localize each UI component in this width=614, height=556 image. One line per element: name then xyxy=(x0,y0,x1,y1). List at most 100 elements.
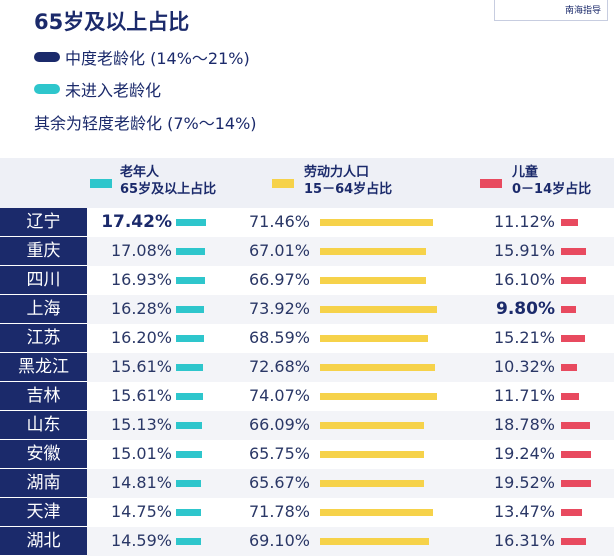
elderly-bar xyxy=(176,248,205,255)
col-header-children: 儿童 0－14岁占比 xyxy=(512,164,591,198)
province-label: 辽宁 xyxy=(0,208,87,237)
province-label: 天津 xyxy=(0,498,87,527)
table-row: 山东 15.13% 66.09% 18.78% xyxy=(0,411,614,440)
elderly-bar xyxy=(176,219,206,226)
province-label: 山东 xyxy=(0,411,87,440)
children-bar xyxy=(561,538,586,545)
children-bar xyxy=(561,248,586,255)
children-bar xyxy=(561,422,590,429)
children-value-label: 15.91% xyxy=(493,241,555,260)
col-header-labor-line1: 劳动力人口 xyxy=(304,165,370,180)
province-label: 上海 xyxy=(0,295,87,324)
table-row: 黑龙江 15.61% 72.68% 10.32% xyxy=(0,353,614,382)
elderly-value-label: 16.20% xyxy=(110,328,172,347)
elderly-bar xyxy=(176,422,202,429)
page-title: 65岁及以上占比 xyxy=(34,10,190,34)
legend-swatch-dark xyxy=(34,52,60,62)
children-bar xyxy=(561,364,577,371)
logo: 南海指导 xyxy=(494,0,608,21)
col-header-children-line1: 儿童 xyxy=(512,165,539,180)
table-row: 辽宁 17.42% 71.46% 11.12% xyxy=(0,208,614,237)
children-value-label: 13.47% xyxy=(493,502,555,521)
labor-bar xyxy=(320,306,437,313)
labor-value-label: 68.59% xyxy=(248,328,310,347)
labor-value-label: 71.46% xyxy=(248,212,310,231)
col-header-elderly-line1: 老年人 xyxy=(120,165,160,180)
elderly-value-label: 14.59% xyxy=(110,531,172,550)
elderly-bar xyxy=(176,277,205,284)
children-value-label: 10.32% xyxy=(493,357,555,376)
col-header-children-line2: 0－14岁占比 xyxy=(512,182,592,197)
labor-bar xyxy=(320,277,426,284)
logo-text: 南海指导 xyxy=(564,6,601,16)
header-panel: 65岁及以上占比 南海指导 中度老龄化 (14%～21%) 未进入老龄化 其余为… xyxy=(0,0,614,158)
labor-bar xyxy=(320,509,433,516)
province-label: 湖北 xyxy=(0,527,87,556)
province-label: 江苏 xyxy=(0,324,87,353)
labor-bar xyxy=(320,422,424,429)
table-row: 湖北 14.59% 69.10% 16.31% xyxy=(0,527,614,556)
legend-item-moderate: 中度老龄化 (14%～21%) xyxy=(34,45,250,69)
labor-value-label: 72.68% xyxy=(248,357,310,376)
legend-item-not-aging: 未进入老龄化 xyxy=(34,77,161,101)
elderly-value-label: 16.93% xyxy=(110,270,172,289)
children-value-label: 11.71% xyxy=(493,386,555,405)
province-label: 四川 xyxy=(0,266,87,295)
labor-value-label: 66.97% xyxy=(248,270,310,289)
labor-value-label: 74.07% xyxy=(248,386,310,405)
table-row: 吉林 15.61% 74.07% 11.71% xyxy=(0,382,614,411)
elderly-value-label: 15.13% xyxy=(110,415,172,434)
labor-value-label: 65.67% xyxy=(248,473,310,492)
labor-bar xyxy=(320,538,429,545)
children-bar xyxy=(561,480,591,487)
col-header-elderly: 老年人 65岁及以上占比 xyxy=(120,164,216,198)
province-label: 吉林 xyxy=(0,382,87,411)
table-row: 四川 16.93% 66.97% 16.10% xyxy=(0,266,614,295)
children-bar xyxy=(561,393,579,400)
children-value-label: 11.12% xyxy=(493,212,555,231)
labor-bar xyxy=(320,451,424,458)
children-bar xyxy=(561,277,586,284)
elderly-bar xyxy=(176,306,204,313)
elderly-value-label: 15.01% xyxy=(110,444,172,463)
province-label: 湖南 xyxy=(0,469,87,498)
labor-value-label: 67.01% xyxy=(248,241,310,260)
labor-bar-icon xyxy=(272,179,294,188)
labor-bar xyxy=(320,393,437,400)
children-bar xyxy=(561,335,585,342)
elderly-value-label: 15.61% xyxy=(110,386,172,405)
children-bar-icon xyxy=(480,179,502,188)
table-row: 江苏 16.20% 68.59% 15.21% xyxy=(0,324,614,353)
province-label: 黑龙江 xyxy=(0,353,87,382)
labor-bar xyxy=(320,335,428,342)
col-header-labor: 劳动力人口 15－64岁占比 xyxy=(304,164,392,198)
table-row: 上海 16.28% 73.92% 9.80% xyxy=(0,295,614,324)
children-value-label: 18.78% xyxy=(493,415,555,434)
children-bar xyxy=(561,306,576,313)
elderly-bar xyxy=(176,335,204,342)
table-row: 安徽 15.01% 65.75% 19.24% xyxy=(0,440,614,469)
elderly-bar xyxy=(176,509,201,516)
elderly-bar xyxy=(176,451,202,458)
labor-bar xyxy=(320,364,435,371)
elderly-value-label: 14.75% xyxy=(110,502,172,521)
legend-note: 其余为轻度老龄化 (7%～14%) xyxy=(34,114,257,133)
children-bar xyxy=(561,509,582,516)
labor-bar xyxy=(320,480,424,487)
children-value-label: 16.31% xyxy=(493,531,555,550)
children-bar xyxy=(561,451,591,458)
legend-swatch-teal xyxy=(34,84,60,94)
elderly-value-label: 14.81% xyxy=(110,473,172,492)
table-row: 湖南 14.81% 65.67% 19.52% xyxy=(0,469,614,498)
province-label: 重庆 xyxy=(0,237,87,266)
legend-label-moderate: 中度老龄化 (14%～21%) xyxy=(65,49,250,68)
labor-value-label: 65.75% xyxy=(248,444,310,463)
labor-bar xyxy=(320,248,426,255)
elderly-bar xyxy=(176,364,203,371)
legend-label-not-aging: 未进入老龄化 xyxy=(65,81,162,100)
elderly-bar xyxy=(176,538,201,545)
labor-bar xyxy=(320,219,433,226)
table-header: 老年人 65岁及以上占比 劳动力人口 15－64岁占比 儿童 0－14岁占比 xyxy=(0,158,614,208)
children-value-label: 16.10% xyxy=(493,270,555,289)
elderly-value-label: 15.61% xyxy=(110,357,172,376)
